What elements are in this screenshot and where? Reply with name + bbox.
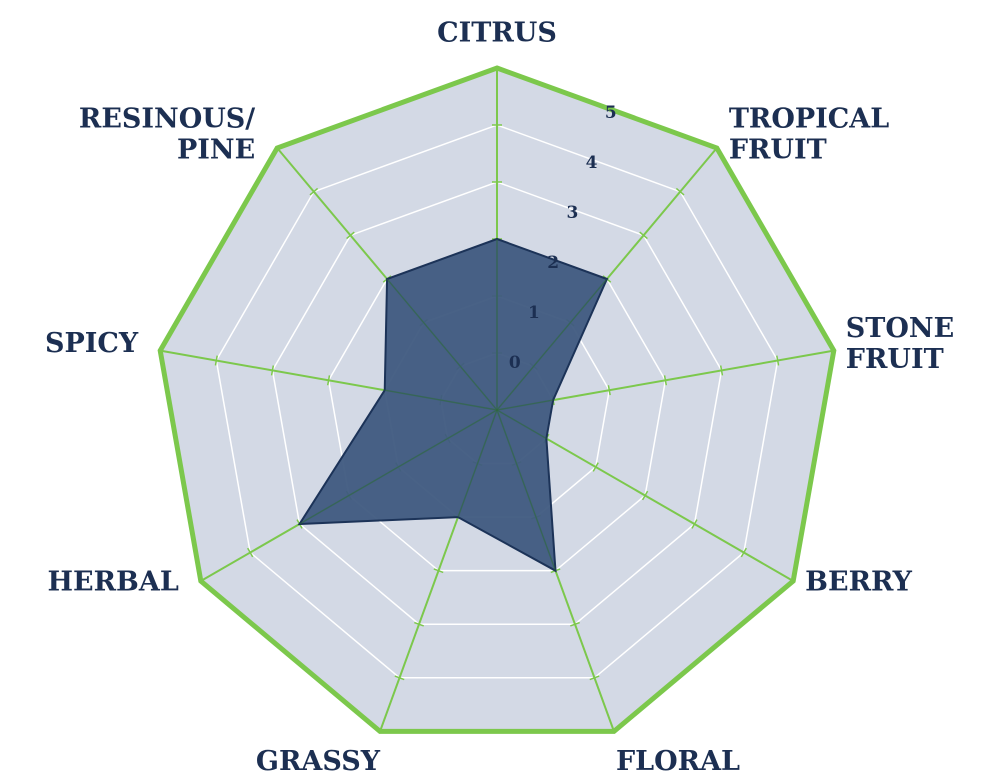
tick-label: 5: [605, 103, 617, 123]
category-label: TROPICAL FRUIT: [729, 103, 889, 165]
spoke-overlay: [299, 409, 498, 571]
spoke-tick: [589, 675, 600, 681]
spoke-tick: [592, 462, 599, 472]
spoke-tick: [663, 375, 668, 386]
spoke-tick: [309, 187, 319, 196]
category-label: CITRUS: [437, 18, 557, 49]
spoke-tick: [639, 231, 648, 240]
spoke-overlay: [496, 409, 607, 571]
spoke-tick: [776, 355, 780, 366]
spoke-overlay: [299, 239, 498, 411]
spoke-tick: [247, 547, 254, 558]
tick-label: 2: [547, 253, 559, 273]
spoke-tick: [719, 365, 724, 376]
spoke-tick: [394, 675, 405, 681]
tick-label: 1: [528, 303, 540, 323]
spoke-tick: [346, 231, 355, 240]
category-label: FLORAL: [616, 746, 740, 777]
grid-ring: [327, 238, 667, 572]
grid-ring: [215, 124, 779, 679]
spoke-tick: [675, 187, 685, 196]
spoke-overlay: [496, 239, 607, 411]
spoke-tick: [691, 519, 698, 529]
spoke-tick: [570, 621, 580, 627]
spoke-tick: [641, 490, 649, 501]
outer-ring: [157, 65, 837, 734]
category-label: SPICY: [45, 328, 139, 359]
data-area: [297, 237, 609, 573]
category-label: RESINOUS/PINE: [79, 103, 255, 165]
spoke-tick: [433, 568, 444, 574]
spoke-overlay: [496, 409, 607, 571]
spoke-tick: [414, 621, 424, 627]
spoke-tick: [326, 375, 331, 386]
spoke-overlay: [379, 409, 498, 571]
tick-label: 0: [509, 353, 521, 373]
category-label: HERBAL: [48, 567, 179, 598]
category-label: GRASSY: [256, 746, 381, 777]
grid-ring: [271, 181, 723, 625]
spoke-overlay: [496, 350, 607, 411]
category-label: STONE FRUIT: [846, 313, 954, 375]
spoke-tick: [607, 385, 611, 396]
category-label: BERRY: [805, 567, 912, 598]
tick-label: 4: [586, 153, 598, 173]
spoke-tick: [214, 355, 218, 366]
tick-label: 3: [566, 203, 578, 223]
spoke-tick: [270, 365, 275, 376]
spoke-tick: [740, 547, 747, 558]
